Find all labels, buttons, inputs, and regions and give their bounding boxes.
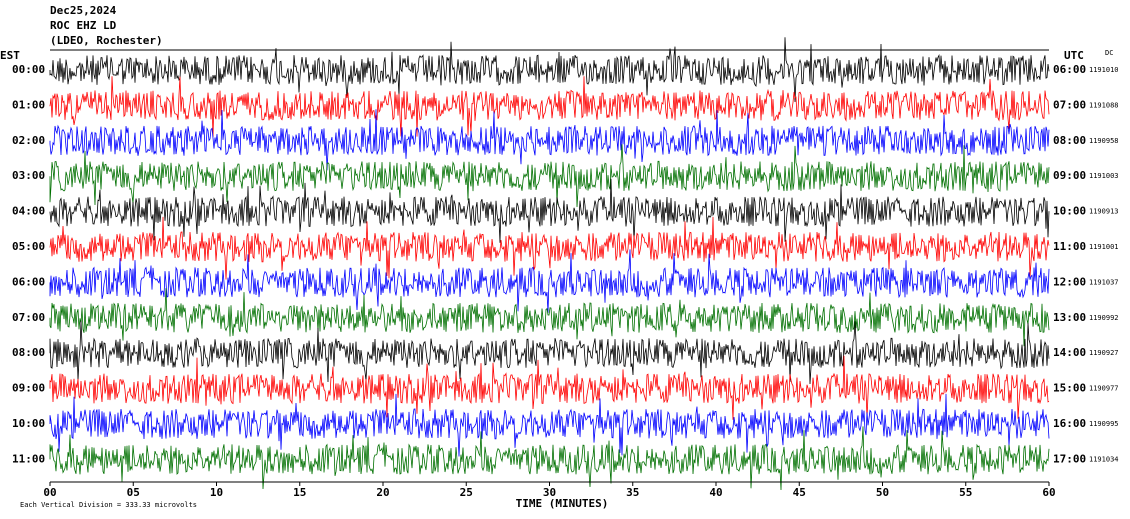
dc-value: 1190992 — [1089, 314, 1119, 322]
trace — [49, 355, 1050, 420]
est-label: 10:00 — [12, 417, 45, 430]
label-bg — [1051, 452, 1130, 467]
x-tick-label: 15 — [293, 486, 306, 499]
label-bg — [10, 240, 49, 254]
trace — [49, 144, 1050, 208]
trace — [49, 320, 1050, 385]
est-label: 07:00 — [12, 311, 45, 324]
utc-label: 12:00 — [1053, 275, 1086, 288]
label-bg — [10, 310, 49, 325]
trace — [49, 216, 1050, 280]
utc-label: 09:00 — [1053, 169, 1086, 182]
x-tick-label: 00 — [43, 486, 56, 499]
chart-subtitle: ROC EHZ LD — [50, 19, 117, 32]
x-tick-label: 05 — [127, 486, 140, 499]
utc-label: 15:00 — [1053, 382, 1086, 395]
right-axis-label: UTC — [1064, 49, 1084, 62]
label-bg — [10, 417, 49, 431]
label-bg — [1051, 417, 1130, 431]
dc-value: 1191010 — [1089, 66, 1119, 74]
label-bg — [10, 346, 49, 361]
label-bg — [10, 452, 49, 467]
x-tick-label: 10 — [210, 486, 223, 499]
label-bg — [1051, 381, 1130, 396]
x-tick-label: 20 — [376, 486, 389, 499]
x-tick-label: 40 — [709, 486, 722, 499]
est-label: 04:00 — [12, 205, 45, 218]
label-bg — [10, 381, 49, 396]
est-label: 02:00 — [12, 134, 45, 147]
left-axis-label: EST — [0, 49, 20, 62]
dc-value: 1190958 — [1089, 137, 1119, 145]
x-tick-label: 45 — [793, 486, 806, 499]
label-bg — [10, 169, 49, 184]
label-bg — [10, 98, 49, 113]
label-bg — [10, 63, 49, 77]
label-bg — [1051, 98, 1130, 113]
x-tick-label: 30 — [543, 486, 556, 499]
label-bg — [1051, 310, 1130, 325]
label-bg — [1051, 240, 1130, 254]
est-label: 08:00 — [12, 346, 45, 359]
label-bg — [1051, 346, 1130, 361]
x-tick-label: 60 — [1042, 486, 1055, 499]
trace — [49, 178, 1050, 243]
dc-value: 1191003 — [1089, 172, 1119, 180]
dc-value: 1191037 — [1089, 278, 1119, 286]
est-label: 03:00 — [12, 169, 45, 182]
x-tick-label: 25 — [460, 486, 473, 499]
dc-value: 1190977 — [1089, 385, 1119, 393]
dc-label: DC — [1105, 49, 1113, 57]
est-label: 00:00 — [12, 63, 45, 76]
trace — [49, 393, 1050, 457]
utc-label: 17:00 — [1053, 452, 1086, 465]
label-bg — [1051, 204, 1130, 219]
trace — [49, 249, 1050, 314]
label-bg — [1051, 275, 1130, 290]
station-label: (LDEO, Rochester) — [50, 34, 163, 47]
x-tick-label: 55 — [959, 486, 972, 499]
dc-value: 1191034 — [1089, 455, 1119, 463]
est-label: 09:00 — [12, 382, 45, 395]
est-label: 11:00 — [12, 452, 45, 465]
est-label: 01:00 — [12, 98, 45, 111]
trace — [49, 288, 1050, 347]
label-bg — [1051, 169, 1130, 184]
trace — [49, 426, 1050, 491]
x-axis-label: TIME (MINUTES) — [516, 497, 609, 510]
utc-label: 08:00 — [1053, 134, 1086, 147]
utc-label: 11:00 — [1053, 240, 1086, 253]
utc-label: 06:00 — [1053, 63, 1086, 76]
label-bg — [1051, 133, 1130, 148]
trace — [49, 109, 1050, 171]
label-bg — [10, 133, 49, 148]
chart-title: Dec25,2024 — [50, 4, 117, 17]
trace — [49, 76, 1050, 137]
utc-label: 10:00 — [1053, 205, 1086, 218]
x-tick-label: 50 — [876, 486, 889, 499]
dc-value: 1190927 — [1089, 349, 1119, 357]
utc-label: 14:00 — [1053, 346, 1086, 359]
x-tick-label: 35 — [626, 486, 639, 499]
est-label: 06:00 — [12, 275, 45, 288]
utc-label: 16:00 — [1053, 417, 1086, 430]
dc-value: 1190913 — [1089, 208, 1119, 216]
footnote: Each Vertical Division = 333.33 microvol… — [20, 501, 197, 509]
utc-label: 07:00 — [1053, 98, 1086, 111]
dc-value: 1191001 — [1089, 243, 1119, 251]
utc-label: 13:00 — [1053, 311, 1086, 324]
est-label: 05:00 — [12, 240, 45, 253]
trace — [49, 37, 1050, 103]
label-bg — [10, 275, 49, 290]
label-bg — [10, 204, 49, 219]
dc-value: 1190995 — [1089, 420, 1119, 428]
dc-value: 1191088 — [1089, 101, 1119, 109]
label-bg — [1051, 63, 1130, 77]
